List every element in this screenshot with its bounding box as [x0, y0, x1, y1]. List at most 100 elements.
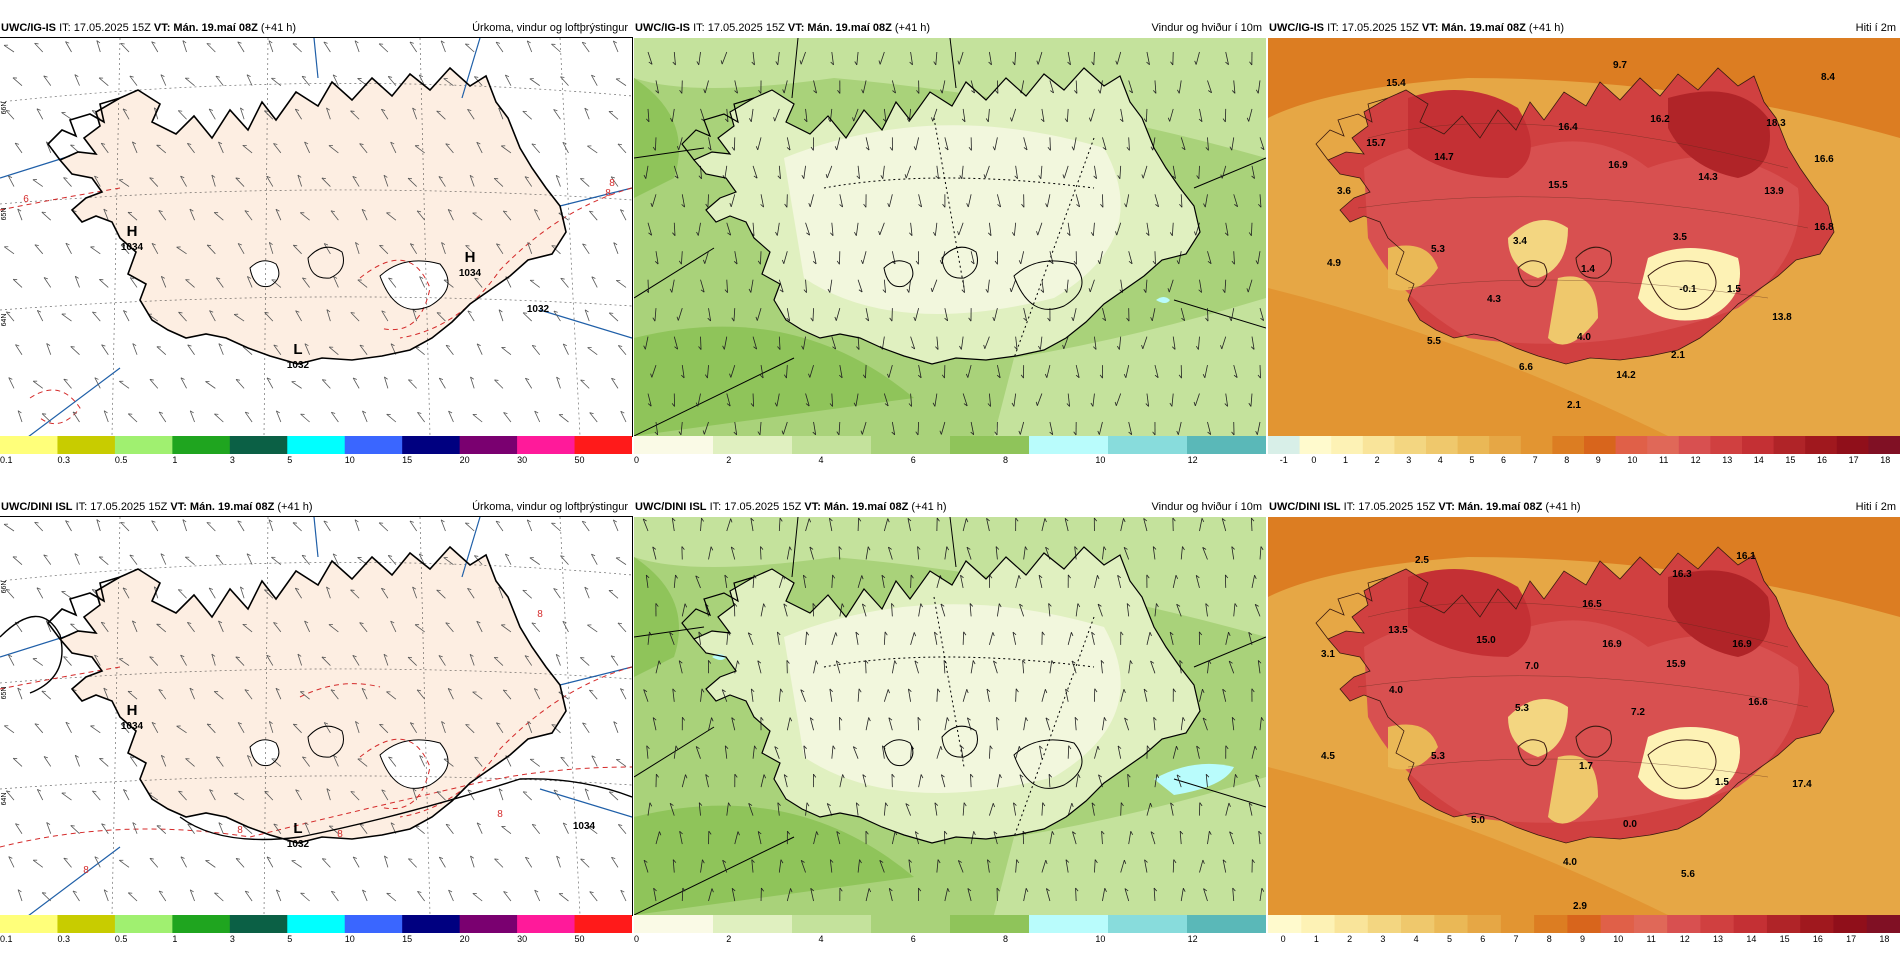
colorbar-tick-label: 8: [1003, 934, 1008, 944]
temperature-label: 14.7: [1434, 152, 1454, 163]
colorbar-swatch: [792, 436, 872, 454]
colorbar-swatch: [1700, 915, 1734, 933]
colorbar-swatch: [345, 436, 403, 454]
colorbar-swatch: [1647, 436, 1679, 454]
colorbar-tick-label: 2: [1375, 455, 1380, 465]
colorbar-tick-label: 0.1: [0, 934, 13, 944]
temperature-label: 1.4: [1581, 264, 1595, 275]
colorbar-swatch: [1679, 436, 1711, 454]
panel-title: UWC/DINI ISL IT: 17.05.2025 15Z VT: Mán.…: [634, 497, 1266, 517]
isoline-label: 8: [237, 825, 243, 836]
colorbar-tick-label: 0: [634, 934, 639, 944]
colorbar-tick-label: 17: [1846, 934, 1856, 944]
colorbar-swatch: [460, 436, 518, 454]
colorbar-tick-label: 11: [1659, 455, 1668, 465]
valid-time: Mán. 19.maí 08Z: [1441, 22, 1525, 34]
pressure-center-letter: L: [293, 341, 302, 358]
temperature-label: 16.6: [1814, 154, 1834, 165]
colorbar-tick-label: 15: [1780, 934, 1790, 944]
temperature-label: 2.5: [1415, 555, 1429, 566]
panel-title: UWC/IG-IS IT: 17.05.2025 15Z VT: Mán. 19…: [0, 18, 632, 38]
temperature-label: 3.1: [1321, 649, 1335, 660]
valid-time-label: VT:: [170, 501, 187, 513]
temperature-label: 4.3: [1487, 294, 1501, 305]
panel-title: UWC/DINI ISL IT: 17.05.2025 15Z VT: Mán.…: [0, 497, 632, 517]
valid-time: Mán. 19.maí 08Z: [1458, 501, 1542, 513]
colorbar-swatch: [0, 436, 58, 454]
colorbar-tick-label: 4: [1438, 455, 1443, 465]
temperature-label: 16.9: [1608, 160, 1628, 171]
latitude-label: 65N: [1, 687, 8, 700]
lead-time: (+41 h): [261, 22, 296, 34]
colorbar-tick-label: 0.3: [57, 934, 70, 944]
colorbar-tick-label: 1: [1314, 934, 1319, 944]
model-name: UWC/IG-IS: [1, 22, 56, 34]
temperature-label: 16.1: [1736, 551, 1756, 562]
pressure-value: 1032: [287, 839, 310, 850]
colorbar-tick-label: 10: [1613, 934, 1623, 944]
isoline-label: 8: [605, 188, 611, 199]
temperature-label: 3.5: [1673, 232, 1687, 243]
colorbar-tick-label: 16: [1813, 934, 1823, 944]
temperature-label: 4.0: [1389, 685, 1403, 696]
valid-time-label: VT:: [788, 22, 805, 34]
colorbar-tick-label: 0: [634, 455, 639, 465]
temperature-label: 16.2: [1650, 114, 1670, 125]
lead-time: (+41 h): [1529, 22, 1564, 34]
colorbar-swatch: [287, 915, 345, 933]
temperature-label: 4.0: [1577, 332, 1591, 343]
colorbar-tick-label: 15: [402, 455, 412, 465]
wind-map: [634, 38, 1266, 436]
pressure-center-letter: L: [293, 820, 302, 837]
colorbar-tick-label: 3: [230, 455, 235, 465]
colorbar-swatch: [1837, 436, 1869, 454]
colorbar-tick-label: 20: [460, 934, 470, 944]
panel-bottom-wind: UWC/DINI ISL IT: 17.05.2025 15Z VT: Mán.…: [634, 497, 1266, 965]
temperature-label: 2.1: [1671, 350, 1685, 361]
colorbar-swatch: [1268, 436, 1300, 454]
colorbar-swatch: [1426, 436, 1458, 454]
colorbar-tick-label: 10: [345, 934, 355, 944]
colorbar-swatch: [1501, 915, 1535, 933]
colorbar-swatch: [1029, 436, 1109, 454]
init-time: IT: 17.05.2025 15Z: [710, 501, 802, 513]
valid-time-label: VT:: [804, 501, 821, 513]
temperature-label: 4.9: [1327, 258, 1341, 269]
colorbar-tick-label: 6: [1480, 934, 1485, 944]
colorbar-tick-label: 1: [172, 455, 177, 465]
colorbar-swatch: [575, 915, 632, 933]
temperature-label: 16.4: [1558, 122, 1578, 133]
colorbar-swatch: [1616, 436, 1648, 454]
colorbar-tick-label: 0.1: [0, 455, 13, 465]
temperature-label: 16.6: [1748, 697, 1768, 708]
colorbar-tick-label: 10: [345, 455, 355, 465]
temperature-label: 8.4: [1821, 72, 1835, 83]
colorbar-swatch: [1800, 915, 1834, 933]
lead-time: (+41 h): [277, 501, 312, 513]
colorbar-tick-label: 10: [1095, 934, 1105, 944]
product-name: Vindur og hviður í 10m: [1152, 497, 1262, 517]
colorbar-swatch: [1335, 915, 1369, 933]
isoline-label: 8: [537, 609, 543, 620]
pressure-center-letter: H: [465, 249, 476, 266]
colorbar-tick-label: 4: [819, 934, 824, 944]
colorbar-swatch: [1774, 436, 1806, 454]
product-name: Úrkoma, vindur og loftþrýstingur: [472, 18, 628, 38]
colorbar-swatch: [1742, 436, 1774, 454]
colorbar-swatch: [1394, 436, 1426, 454]
colorbar-swatch: [575, 436, 632, 454]
colorbar-tick-label: 0.5: [115, 455, 128, 465]
colorbar-swatch: [460, 915, 518, 933]
model-name: UWC/IG-IS: [1269, 22, 1324, 34]
temperature-label: 5.3: [1431, 244, 1445, 255]
temperature-label: 16.9: [1602, 639, 1622, 650]
colorbar-swatch: [402, 436, 460, 454]
product-name: Hiti í 2m: [1856, 497, 1896, 517]
colorbar-tick-label: 2: [726, 455, 731, 465]
product-name: Vindur og hviður í 10m: [1152, 18, 1262, 38]
temperature-label: 17.4: [1792, 779, 1812, 790]
colorbar-swatch: [1108, 436, 1188, 454]
colorbar-swatch: [1521, 436, 1553, 454]
